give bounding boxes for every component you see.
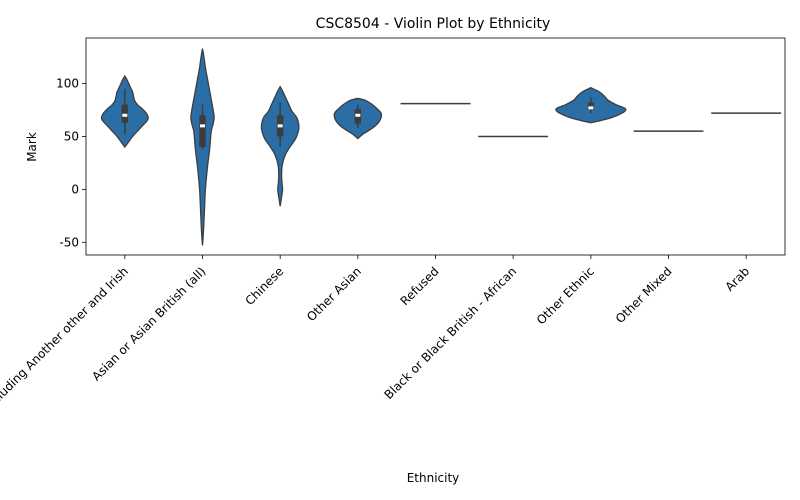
violin-median <box>122 113 128 117</box>
y-tick-label: -50 <box>59 235 79 249</box>
y-axis-ticks: -50 0 50 100 <box>56 77 86 249</box>
x-tick-label: Refused <box>398 264 442 308</box>
violin-median <box>355 113 361 117</box>
violin-median <box>200 124 205 128</box>
x-tick-label: Other Ethnic <box>534 264 597 327</box>
x-tick-label: Arab <box>723 264 753 294</box>
y-tick-label: 100 <box>56 77 79 91</box>
x-tick-label: Other Asian <box>304 264 364 324</box>
violin-box <box>199 115 206 148</box>
chart-title: CSC8504 - Violin Plot by Ethnicity <box>316 16 551 32</box>
x-tick-label: Other Mixed <box>613 264 675 326</box>
y-axis-label: Mark <box>25 132 39 162</box>
y-tick-label: 0 <box>71 182 79 196</box>
violin-median <box>588 106 594 110</box>
y-tick-label: 50 <box>64 129 79 143</box>
violin-median <box>277 124 283 128</box>
plot-frame <box>85 37 786 256</box>
x-axis-ticks: White including Another other and IrishA… <box>0 255 752 441</box>
x-tick-label: Black or Black British - African <box>382 264 520 402</box>
violin-box <box>121 104 129 123</box>
violin-box <box>587 102 595 110</box>
x-tick-label: Chinese <box>242 264 286 308</box>
violin-series <box>100 48 782 246</box>
x-axis-label: Ethnicity <box>407 471 460 485</box>
